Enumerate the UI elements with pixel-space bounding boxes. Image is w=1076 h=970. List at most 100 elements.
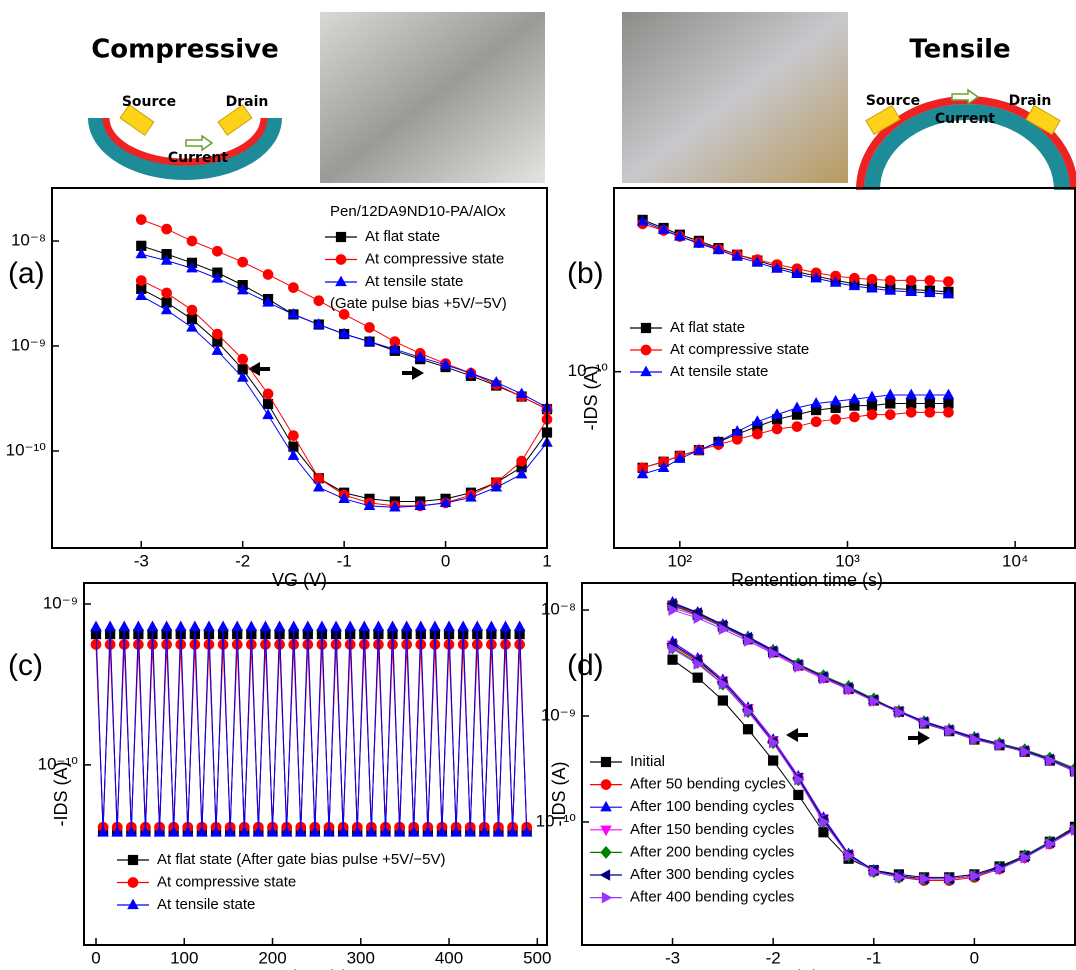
panel-label: (a) <box>8 257 45 290</box>
marker <box>204 621 215 631</box>
y-axis-label: -IDS (A) <box>51 762 71 827</box>
legend-label: After 50 bending cycles <box>630 776 786 793</box>
legend-label: At compressive state <box>670 341 809 358</box>
marker <box>944 399 954 409</box>
marker <box>811 417 821 427</box>
sweep-arrow <box>786 728 808 742</box>
marker <box>136 215 146 225</box>
marker <box>743 724 753 734</box>
chart-panel: (c)010020030040050010⁻⁹10⁻¹⁰Time (s)-IDS… <box>8 583 551 970</box>
series-line <box>96 627 527 833</box>
legend-label: At flat state <box>365 228 440 245</box>
legend-title: Pen/12DA9ND10-PA/AlOx <box>330 203 506 220</box>
marker <box>925 399 935 409</box>
marker <box>885 275 895 285</box>
legend-label: At tensile state <box>157 896 255 913</box>
marker <box>601 801 612 811</box>
x-tick-label: -3 <box>134 551 149 570</box>
marker <box>718 696 728 706</box>
series-line <box>673 605 1075 881</box>
marker <box>263 389 273 399</box>
x-tick-label: 500 <box>523 948 551 967</box>
marker <box>925 407 935 417</box>
marker <box>641 345 651 355</box>
x-tick-label: 200 <box>258 948 286 967</box>
marker <box>336 276 347 286</box>
marker <box>867 410 877 420</box>
marker <box>136 276 146 286</box>
photo <box>320 12 545 183</box>
marker <box>472 621 483 631</box>
marker <box>444 621 455 631</box>
marker <box>500 621 511 631</box>
series-line <box>141 254 547 507</box>
compressive-diagram: Compressive Source Drain Current <box>91 35 279 173</box>
legend-label: At tensile state <box>365 273 463 290</box>
series-line <box>673 610 1075 879</box>
marker <box>831 414 841 424</box>
marker <box>416 621 427 631</box>
marker <box>128 899 139 909</box>
diagram-label: Source <box>122 94 176 110</box>
x-tick-label: -1 <box>337 551 352 570</box>
legend-label: After 150 bending cycles <box>630 821 794 838</box>
series-line <box>643 221 949 294</box>
x-tick-label: 10² <box>668 551 693 570</box>
marker <box>364 322 374 332</box>
diagram-label: Current <box>935 111 996 127</box>
marker <box>212 246 222 256</box>
marker <box>867 391 878 401</box>
legend-label: At compressive state <box>365 250 504 267</box>
marker <box>336 232 346 242</box>
marker <box>906 399 916 409</box>
marker <box>263 399 273 409</box>
marker <box>514 621 525 631</box>
marker <box>792 422 802 432</box>
marker <box>794 790 804 800</box>
marker <box>772 424 782 434</box>
marker <box>133 621 144 631</box>
diagram-label: Source <box>866 93 920 109</box>
marker <box>246 621 257 631</box>
panel-label: (c) <box>8 649 43 682</box>
marker <box>401 621 412 631</box>
series-line <box>673 606 1075 879</box>
y-tick-label: 10⁻¹⁰ <box>6 440 47 459</box>
marker <box>693 673 703 683</box>
marker <box>906 389 917 399</box>
marker <box>486 621 497 631</box>
legend: At flat stateAt compressive stateAt tens… <box>630 319 809 380</box>
marker <box>925 275 935 285</box>
marker <box>288 431 298 441</box>
plot-area <box>91 621 532 836</box>
marker <box>359 621 370 631</box>
marker <box>288 283 298 293</box>
chart-panel: (a)-3-2-10110⁻⁸10⁻⁹10⁻¹⁰VG (V)Pen/12DA9N… <box>6 188 553 590</box>
x-tick-label: 10⁴ <box>1002 551 1028 570</box>
x-tick-label: -2 <box>766 948 781 967</box>
marker <box>274 621 285 631</box>
marker <box>641 366 652 376</box>
marker <box>601 780 611 790</box>
marker <box>732 434 742 444</box>
y-tick-label: 10⁻⁸ <box>541 600 576 619</box>
marker <box>830 396 841 406</box>
y-tick-label: 10⁻⁹ <box>541 705 576 724</box>
marker <box>600 870 610 881</box>
series-line <box>643 220 949 292</box>
marker <box>819 827 829 837</box>
series-line <box>643 412 949 467</box>
diagram-label: Current <box>168 150 229 166</box>
legend-label: Initial <box>630 753 665 770</box>
marker <box>162 224 172 234</box>
legend-note: (Gate pulse bias +5V/−5V) <box>330 295 507 312</box>
marker <box>190 621 201 631</box>
x-axis-label: Rentention time (s) <box>731 570 883 590</box>
marker <box>175 621 186 631</box>
marker <box>288 621 299 631</box>
sweep-arrow <box>908 731 930 745</box>
diagram-label: Drain <box>1009 93 1052 109</box>
legend-label: After 300 bending cycles <box>630 866 794 883</box>
marker <box>458 621 469 631</box>
